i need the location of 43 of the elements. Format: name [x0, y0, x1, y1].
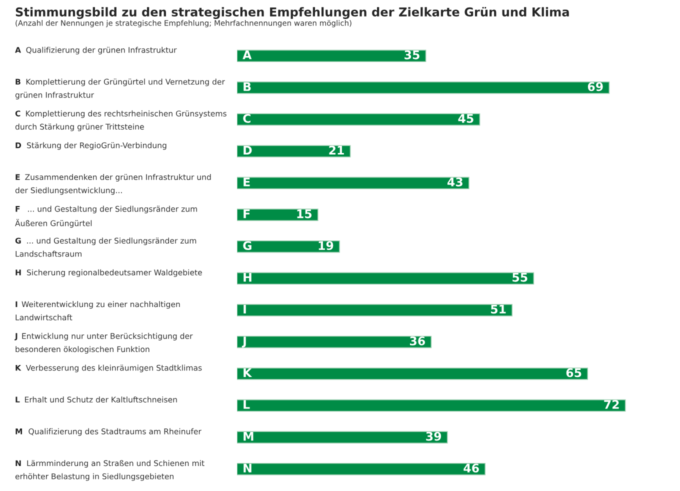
annotation: H	[244, 273, 252, 282]
bar	[237, 208, 318, 221]
annotation: J	[242, 336, 246, 348]
annotation: L	[244, 400, 250, 409]
data-label: 45	[458, 114, 474, 123]
data-label: 55	[512, 273, 528, 282]
bar	[237, 399, 626, 412]
data-label: 21	[329, 146, 344, 155]
data-label: 39	[426, 432, 442, 441]
bar	[237, 431, 448, 444]
bar	[237, 368, 588, 380]
annotation: D	[244, 146, 252, 155]
data-label: 65	[566, 368, 582, 378]
data-label: 15	[297, 209, 312, 218]
bar	[237, 176, 470, 190]
bar	[237, 462, 486, 476]
bar	[237, 113, 480, 126]
annotation: A	[242, 50, 252, 60]
data-label: 36	[410, 336, 425, 346]
annotation: B	[244, 82, 251, 91]
data-label: 46	[464, 464, 479, 473]
annotation: F	[244, 209, 250, 218]
annotation: E	[244, 178, 250, 186]
data-label: 69	[588, 82, 603, 92]
data-label: 35	[404, 50, 420, 60]
bar	[237, 82, 610, 94]
annotation: I	[244, 304, 246, 314]
bar	[237, 304, 512, 316]
data-label: 72	[604, 400, 619, 409]
data-label: 43	[447, 178, 462, 186]
bar	[237, 336, 432, 348]
annotation: C	[243, 114, 250, 123]
annotation: M	[244, 432, 254, 441]
bar	[237, 50, 426, 62]
bar	[237, 272, 534, 285]
annotation: K	[244, 368, 252, 378]
annotation: G	[243, 241, 252, 250]
chart-title: Stimmungsbild zu den strategischen Empfehlungen der Zielkarte Grün und Klima	[16, 7, 569, 19]
bar	[237, 240, 340, 253]
data-label: 19	[318, 241, 334, 250]
annotation: N	[244, 464, 252, 472]
bar	[237, 145, 351, 158]
data-label: 51	[491, 304, 506, 314]
